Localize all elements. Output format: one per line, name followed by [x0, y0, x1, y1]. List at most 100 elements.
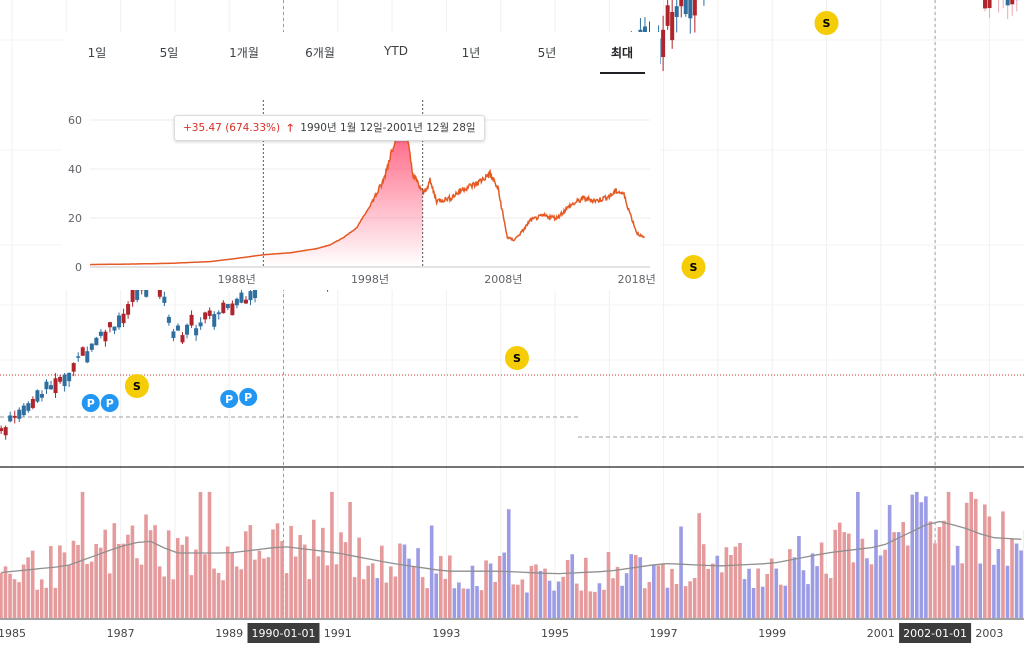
- volume-bar: [661, 563, 665, 618]
- x-tick-label: 1999: [758, 627, 786, 640]
- volume-bar: [343, 542, 348, 618]
- p-marker-label: P: [225, 393, 233, 406]
- candle-body: [674, 6, 679, 17]
- volume-bar: [919, 502, 924, 618]
- volume-bar: [883, 549, 887, 618]
- tab-max[interactable]: 최대: [610, 46, 634, 60]
- candle-body: [44, 381, 49, 390]
- volume-bar: [185, 536, 189, 618]
- candle-body: [76, 356, 81, 358]
- volume-bar: [157, 566, 162, 618]
- volume-bar: [783, 585, 788, 618]
- candle-body: [1005, 0, 1010, 6]
- mini-x-tick: 1998년: [351, 273, 389, 286]
- volume-bar: [470, 565, 475, 618]
- volume-bar: [647, 582, 652, 618]
- volume-bar: [996, 548, 1001, 618]
- candle-body: [166, 316, 171, 323]
- tab-1y[interactable]: 1년: [461, 46, 481, 60]
- volume-bar: [915, 491, 919, 618]
- candle-body: [117, 315, 122, 328]
- volume-bar: [1001, 511, 1005, 618]
- volume-bar: [452, 588, 457, 618]
- volume-bar: [62, 552, 67, 618]
- volume-bar: [942, 520, 946, 618]
- volume-bar: [8, 573, 12, 618]
- volume-bar: [751, 588, 756, 618]
- volume-bar: [896, 532, 901, 618]
- volume-bar: [316, 556, 321, 618]
- candle-body: [112, 326, 117, 331]
- volume-bar: [325, 565, 330, 618]
- volume-bar: [425, 588, 429, 618]
- candle-body: [189, 314, 194, 326]
- mini-y-tick: 0: [75, 261, 82, 274]
- volume-bar: [35, 589, 40, 618]
- volume-bar: [30, 550, 35, 618]
- volume-bar: [937, 526, 942, 618]
- volume-bar: [203, 554, 207, 618]
- volume-bar: [570, 554, 575, 618]
- candle-body: [103, 331, 108, 342]
- candle-body: [67, 372, 72, 382]
- tab-5d[interactable]: 5일: [159, 46, 179, 60]
- volume-bar: [529, 565, 534, 618]
- s-marker-icon: [681, 255, 706, 279]
- volume-bar: [407, 558, 411, 618]
- s-marker-label: S: [823, 17, 831, 30]
- volume-bar: [89, 561, 94, 618]
- candle-body: [180, 335, 185, 343]
- p-marker-label: P: [106, 397, 114, 410]
- volume-bar: [801, 570, 806, 618]
- volume-bar: [574, 583, 579, 618]
- volume-bar: [334, 564, 339, 618]
- volume-bar: [221, 580, 225, 618]
- tab-6m[interactable]: 6개월: [305, 46, 335, 60]
- volume-bar: [765, 573, 769, 618]
- volume-bar: [216, 572, 221, 618]
- volume-moving-average: [1, 520, 1022, 575]
- tab-ytd[interactable]: YTD: [384, 44, 408, 58]
- candle-body: [62, 374, 67, 387]
- volume-bar: [366, 565, 370, 618]
- candle-body: [71, 363, 76, 372]
- tab-1m[interactable]: 1개월: [229, 46, 259, 60]
- volume-bar: [774, 568, 779, 618]
- volume-bar: [189, 575, 194, 618]
- tab-5y[interactable]: 5년: [537, 46, 557, 60]
- candle-body: [248, 291, 253, 301]
- volume-bar: [815, 566, 819, 618]
- volume-bar: [479, 590, 484, 618]
- volume-bar: [869, 564, 874, 618]
- volume-bar: [284, 573, 289, 618]
- candle-body: [216, 312, 221, 315]
- volume-bar: [248, 525, 253, 618]
- volume-bar: [130, 525, 135, 618]
- volume-bar: [878, 555, 883, 618]
- mini-line-chart[interactable]: 0 20 40 60 1988년 1998년 2008년 2018년: [62, 32, 660, 290]
- candle-body: [53, 378, 58, 394]
- volume-bar: [933, 543, 937, 618]
- crosshair-date-badge: [899, 623, 972, 643]
- p-marker-icon: [239, 388, 258, 406]
- mini-chart-panel: 1일 5일 1개월 6개월 YTD 1년 5년 최대 0 20 40 60 1988년 1…: [62, 32, 660, 290]
- candle-body: [12, 415, 17, 418]
- volume-bar: [597, 583, 602, 618]
- volume-bar: [892, 532, 896, 618]
- volume-bar: [951, 565, 955, 618]
- volume-bar: [710, 563, 715, 618]
- volume-bar: [588, 591, 593, 618]
- up-arrow-icon: 🡑: [287, 122, 293, 134]
- candle-body: [30, 398, 35, 408]
- volume-bar: [842, 532, 847, 618]
- volume-bar: [434, 573, 439, 618]
- volume-bar: [756, 568, 760, 618]
- tab-1d[interactable]: 1일: [87, 46, 107, 60]
- x-tick-label: 1993: [432, 627, 460, 640]
- tooltip-range: 1990년 1월 12일-2001년 12월 28일: [300, 122, 476, 134]
- volume-bar: [828, 578, 833, 618]
- volume-bar: [547, 580, 552, 618]
- candle-body: [107, 322, 112, 328]
- volume-bar: [26, 557, 30, 618]
- volume-bar: [674, 583, 679, 618]
